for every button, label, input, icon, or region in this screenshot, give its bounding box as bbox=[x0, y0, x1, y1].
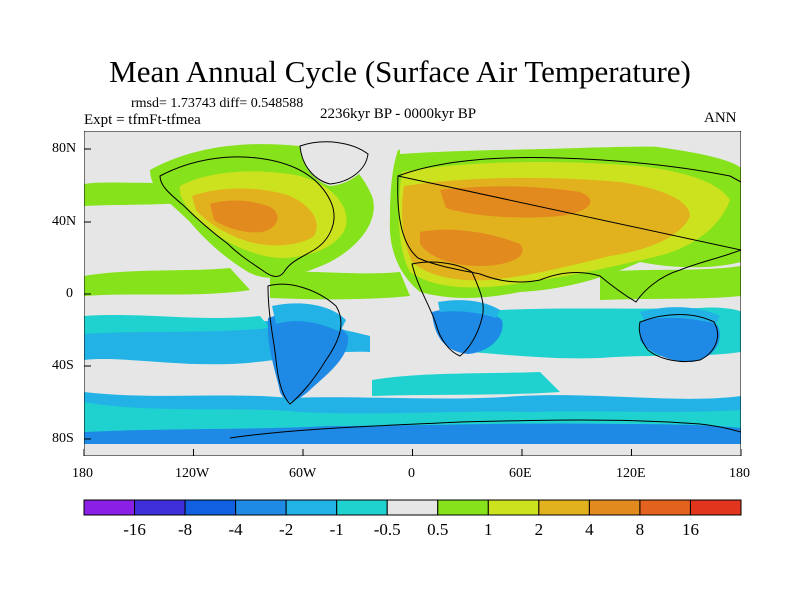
colorbar-swatch bbox=[285, 499, 338, 516]
lon-label-120e: 120E bbox=[616, 466, 646, 481]
south-pacific-cyan-edge bbox=[84, 315, 270, 334]
lon-label-0: 0 bbox=[408, 466, 415, 481]
arctic-neutral bbox=[400, 131, 741, 154]
coastlines bbox=[159, 141, 741, 439]
australia-blue bbox=[640, 314, 720, 362]
colorbar-label: -16 bbox=[123, 520, 146, 539]
indo-pacific-green bbox=[600, 266, 741, 300]
experiment-label: Expt = tfmFt-tfmea bbox=[84, 112, 201, 128]
colorbar-label: 8 bbox=[635, 520, 645, 539]
colorbar-swatch bbox=[538, 499, 590, 516]
colorbar-label: 4 bbox=[585, 520, 594, 539]
south-atlantic-cyan-belt bbox=[372, 372, 560, 396]
lat-label-40n: 40N bbox=[52, 214, 77, 229]
lat-label-40s: 40S bbox=[52, 358, 74, 373]
colorbar-label: -0.5 bbox=[373, 520, 401, 539]
lat-label-0: 0 bbox=[66, 286, 73, 301]
eurasia-dark-orange-south bbox=[420, 229, 523, 266]
colorbar-swatch bbox=[184, 499, 237, 516]
colorbar-label: -2 bbox=[279, 520, 294, 539]
lon-label-60e: 60E bbox=[509, 466, 532, 481]
colorbar-label: 16 bbox=[681, 520, 699, 539]
period-label: 2236kyr BP - 0000kyr BP bbox=[320, 106, 477, 122]
colorbar-label: 2 bbox=[534, 520, 544, 539]
greenland-neutral bbox=[300, 139, 372, 186]
lat-label-80s: 80S bbox=[52, 431, 74, 446]
lon-label-180w: 180 bbox=[72, 466, 93, 481]
stats-label: rmsd= 1.73743 diff= 0.548588 bbox=[131, 96, 304, 111]
colorbar bbox=[83, 499, 742, 516]
colorbar-swatch bbox=[437, 499, 489, 516]
colorbar-swatch bbox=[386, 499, 439, 516]
lon-label-120w: 120W bbox=[175, 466, 210, 481]
colorbar-label: 0.5 bbox=[427, 520, 449, 539]
season-label: ANN bbox=[704, 110, 737, 126]
southern-africa-cyan bbox=[438, 300, 500, 318]
colorbar-label: 1 bbox=[484, 520, 493, 539]
tropical-atlantic-green bbox=[270, 271, 410, 300]
north-america-dark-orange bbox=[210, 200, 278, 233]
south-america-blue bbox=[267, 312, 349, 401]
colorbar-label: -1 bbox=[329, 520, 344, 539]
south-america-cyan bbox=[272, 303, 346, 332]
lon-label-60w: 60W bbox=[289, 466, 317, 481]
colorbar-swatch bbox=[235, 499, 287, 516]
colorbar-swatch bbox=[689, 499, 742, 516]
colorbar-swatch bbox=[588, 499, 641, 516]
colorbar-swatch bbox=[487, 499, 540, 516]
colorbar-swatch bbox=[336, 499, 388, 516]
colorbar-swatch bbox=[639, 499, 691, 516]
australia-cyan bbox=[640, 307, 720, 324]
southern-africa-blue bbox=[432, 307, 503, 354]
lat-label-80n: 80N bbox=[52, 141, 77, 156]
north-pacific-green-band bbox=[84, 268, 250, 296]
colorbar-swatch bbox=[83, 499, 136, 516]
colorbar-label: -4 bbox=[228, 520, 243, 539]
colorbar-label: -8 bbox=[177, 520, 193, 539]
axis-ticks bbox=[83, 148, 742, 456]
colorbar-swatch bbox=[134, 499, 186, 516]
temperature-map bbox=[84, 131, 741, 456]
map-title: Mean Annual Cycle (Surface Air Temperatu… bbox=[109, 54, 691, 89]
lon-label-180e: 180 bbox=[729, 466, 750, 481]
